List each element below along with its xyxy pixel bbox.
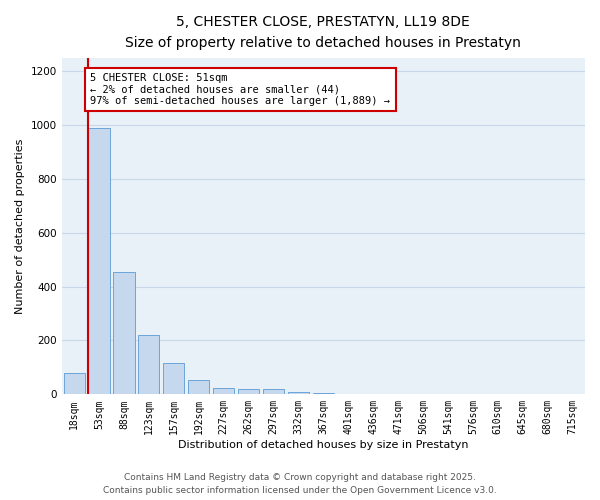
Bar bbox=[313, 393, 334, 394]
Bar bbox=[64, 373, 85, 394]
Bar bbox=[138, 335, 160, 394]
Text: Contains HM Land Registry data © Crown copyright and database right 2025.
Contai: Contains HM Land Registry data © Crown c… bbox=[103, 474, 497, 495]
Bar bbox=[263, 390, 284, 394]
Bar bbox=[238, 390, 259, 394]
Bar bbox=[188, 380, 209, 394]
Title: 5, CHESTER CLOSE, PRESTATYN, LL19 8DE
Size of property relative to detached hous: 5, CHESTER CLOSE, PRESTATYN, LL19 8DE Si… bbox=[125, 15, 521, 50]
X-axis label: Distribution of detached houses by size in Prestatyn: Distribution of detached houses by size … bbox=[178, 440, 469, 450]
Bar bbox=[113, 272, 134, 394]
Bar bbox=[163, 364, 184, 394]
Text: 5 CHESTER CLOSE: 51sqm
← 2% of detached houses are smaller (44)
97% of semi-deta: 5 CHESTER CLOSE: 51sqm ← 2% of detached … bbox=[91, 73, 391, 106]
Bar bbox=[213, 388, 234, 394]
Y-axis label: Number of detached properties: Number of detached properties bbox=[15, 138, 25, 314]
Bar bbox=[288, 392, 309, 394]
Bar bbox=[88, 128, 110, 394]
